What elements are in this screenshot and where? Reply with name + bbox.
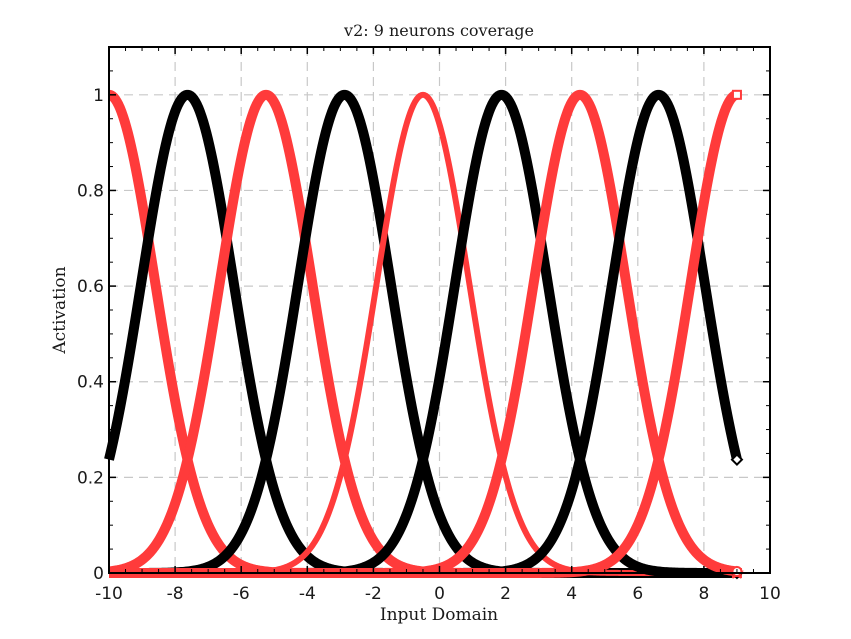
y-tick-label: 0.6 xyxy=(77,277,104,297)
chart-title: v2: 9 neurons coverage xyxy=(343,21,534,40)
y-tick-label: 0 xyxy=(93,564,104,584)
x-tick-label: -8 xyxy=(167,584,184,604)
end-marker-square xyxy=(731,89,742,100)
x-tick-label: 6 xyxy=(632,584,643,604)
end-marker-diamond xyxy=(730,453,744,466)
x-tick-label: 8 xyxy=(698,584,709,604)
x-tick-label: -6 xyxy=(233,584,250,604)
x-tick-label: 2 xyxy=(500,584,511,604)
y-tick-label: 1 xyxy=(93,86,104,106)
x-tick-label: 0 xyxy=(434,584,445,604)
x-tick-label: 10 xyxy=(759,584,781,604)
y-axis-label: Activation xyxy=(50,266,70,354)
tick-layer xyxy=(108,47,771,574)
x-tick-label: -2 xyxy=(365,584,382,604)
y-tick-label: 0.2 xyxy=(77,468,104,488)
x-tick-label: -10 xyxy=(95,584,123,604)
y-tick-label: 0.8 xyxy=(77,181,104,201)
y-tick-label: 0.4 xyxy=(77,373,104,393)
x-tick-label: -4 xyxy=(299,584,316,604)
tick-label-layer: -10 -8 -6 -4 -2 0 2 4 6 8 10 0 0.2 0.4 0.6 0.8 1 xyxy=(77,86,781,604)
x-axis-label: Input Domain xyxy=(380,605,498,625)
x-tick-label: 4 xyxy=(566,584,577,604)
